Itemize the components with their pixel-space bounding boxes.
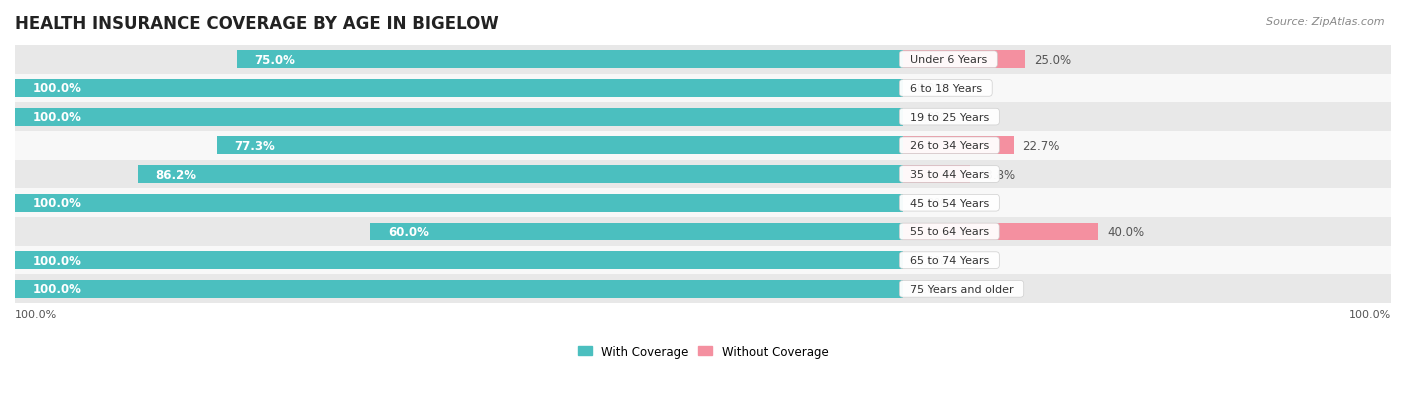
Text: 100.0%: 100.0%: [32, 197, 82, 210]
Text: 19 to 25 Years: 19 to 25 Years: [903, 112, 995, 122]
Text: 60.0%: 60.0%: [388, 225, 429, 238]
Text: 6 to 18 Years: 6 to 18 Years: [903, 84, 988, 94]
Text: Under 6 Years: Under 6 Years: [903, 55, 994, 65]
Bar: [15, 252, 903, 269]
Text: 35 to 44 Years: 35 to 44 Years: [903, 170, 995, 180]
Bar: [15, 246, 1391, 275]
Bar: [138, 166, 903, 183]
Text: 45 to 54 Years: 45 to 54 Years: [903, 198, 995, 208]
Text: 86.2%: 86.2%: [155, 168, 197, 181]
Text: 0.0%: 0.0%: [917, 254, 946, 267]
Text: 75 Years and older: 75 Years and older: [903, 284, 1021, 294]
Bar: [15, 80, 903, 97]
Text: 75.0%: 75.0%: [254, 54, 295, 66]
Bar: [903, 223, 1098, 241]
Bar: [15, 46, 1391, 74]
Bar: [15, 195, 903, 212]
Bar: [15, 189, 1391, 218]
Text: 100.0%: 100.0%: [32, 111, 82, 124]
Text: 0.0%: 0.0%: [917, 82, 946, 95]
Bar: [903, 51, 1025, 69]
Text: 26 to 34 Years: 26 to 34 Years: [903, 141, 995, 151]
Text: 100.0%: 100.0%: [32, 82, 82, 95]
Bar: [370, 223, 903, 241]
Text: 40.0%: 40.0%: [1107, 225, 1144, 238]
Bar: [15, 280, 903, 298]
Text: 0.0%: 0.0%: [917, 197, 946, 210]
Text: Source: ZipAtlas.com: Source: ZipAtlas.com: [1267, 17, 1385, 26]
Text: 22.7%: 22.7%: [1022, 140, 1060, 152]
Text: 0.0%: 0.0%: [917, 282, 946, 296]
Bar: [15, 74, 1391, 103]
Bar: [903, 137, 1014, 155]
Text: 25.0%: 25.0%: [1033, 54, 1071, 66]
Text: 100.0%: 100.0%: [32, 254, 82, 267]
Bar: [15, 275, 1391, 304]
Bar: [15, 160, 1391, 189]
Bar: [217, 137, 903, 155]
Text: 100.0%: 100.0%: [1348, 309, 1391, 319]
Bar: [15, 132, 1391, 160]
Bar: [238, 51, 903, 69]
Bar: [15, 103, 1391, 132]
Text: 65 to 74 Years: 65 to 74 Years: [903, 256, 995, 266]
Bar: [15, 109, 903, 126]
Text: 0.0%: 0.0%: [917, 111, 946, 124]
Text: 55 to 64 Years: 55 to 64 Years: [903, 227, 995, 237]
Bar: [15, 218, 1391, 246]
Bar: [903, 166, 970, 183]
Text: 100.0%: 100.0%: [32, 282, 82, 296]
Legend: With Coverage, Without Coverage: With Coverage, Without Coverage: [572, 340, 834, 363]
Text: 77.3%: 77.3%: [235, 140, 276, 152]
Text: HEALTH INSURANCE COVERAGE BY AGE IN BIGELOW: HEALTH INSURANCE COVERAGE BY AGE IN BIGE…: [15, 15, 499, 33]
Text: 100.0%: 100.0%: [15, 309, 58, 319]
Text: 13.8%: 13.8%: [979, 168, 1017, 181]
